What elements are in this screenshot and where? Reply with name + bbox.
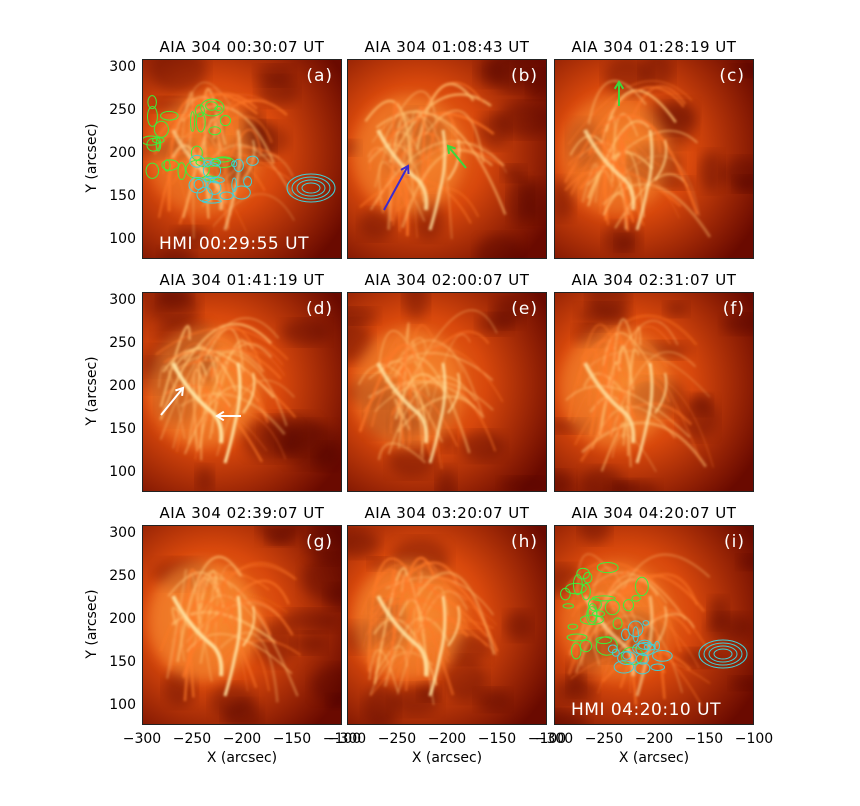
y-tick-label: 250 (109, 568, 136, 584)
y-tick-label: 150 (109, 188, 136, 204)
hmi-timestamp: HMI 00:29:55 UT (159, 234, 309, 254)
y-axis-label: Y (arcsec) (84, 356, 100, 426)
x-tick-label: −150 (684, 731, 724, 747)
panel-e: (e) (347, 292, 547, 492)
x-tick-label: −200 (427, 731, 467, 747)
y-tick-label: 150 (109, 421, 136, 437)
y-tick-label: 300 (109, 59, 136, 75)
x-tick-label: −300 (122, 731, 162, 747)
x-tick-label: −300 (327, 731, 367, 747)
euv-image (143, 526, 341, 724)
panel-f: (f) (554, 292, 754, 492)
x-tick-label: −100 (527, 731, 567, 747)
hmi-timestamp: HMI 04:20:10 UT (571, 700, 721, 720)
euv-image (555, 293, 753, 491)
x-tick-label: −150 (272, 731, 312, 747)
y-tick-label: 250 (109, 102, 136, 118)
euv-image (348, 526, 546, 724)
panel-letter: (a) (306, 66, 333, 86)
x-axis-label: X (arcsec) (206, 750, 278, 766)
panel-letter: (i) (724, 532, 745, 552)
euv-image (555, 526, 753, 724)
panel-title: AIA 304 01:08:43 UT (364, 38, 530, 56)
panel-d: (d) (142, 292, 342, 492)
x-tick-label: −250 (172, 731, 212, 747)
panel-title: AIA 304 00:30:07 UT (159, 38, 325, 56)
panel-letter: (c) (719, 66, 745, 86)
x-tick-label: −150 (477, 731, 517, 747)
y-axis-label: Y (arcsec) (84, 589, 100, 659)
x-axis-label: X (arcsec) (411, 750, 483, 766)
panel-letter: (h) (510, 532, 538, 552)
y-axis-label: Y (arcsec) (84, 123, 100, 193)
panel-i: (i) HMI 04:20:10 UT (554, 525, 754, 725)
x-tick-label: −100 (322, 731, 362, 747)
euv-image (348, 293, 546, 491)
panel-h: (h) (347, 525, 547, 725)
y-tick-label: 100 (109, 464, 136, 480)
panel-title: AIA 304 04:20:07 UT (571, 504, 737, 522)
panel-title: AIA 304 01:41:19 UT (159, 271, 325, 289)
y-tick-label: 300 (109, 525, 136, 541)
x-tick-label: −250 (584, 731, 624, 747)
y-tick-label: 100 (109, 231, 136, 247)
euv-image (143, 60, 341, 258)
euv-image (555, 60, 753, 258)
euv-image (143, 293, 341, 491)
panel-g: (g) (142, 525, 342, 725)
y-tick-label: 100 (109, 697, 136, 713)
panel-letter: (g) (305, 532, 333, 552)
x-tick-label: −200 (634, 731, 674, 747)
panel-title: AIA 304 02:00:07 UT (364, 271, 530, 289)
panel-letter: (f) (722, 299, 745, 319)
y-tick-label: 150 (109, 654, 136, 670)
euv-image (348, 60, 546, 258)
panel-letter: (b) (510, 66, 538, 86)
y-tick-label: 200 (109, 611, 136, 627)
y-tick-label: 200 (109, 145, 136, 161)
x-tick-label: −200 (222, 731, 262, 747)
panel-letter: (d) (305, 299, 333, 319)
panel-c: (c) (554, 59, 754, 259)
panel-letter: (e) (511, 299, 538, 319)
x-tick-label: −250 (377, 731, 417, 747)
x-tick-label: −100 (734, 731, 774, 747)
x-axis-label: X (arcsec) (618, 750, 690, 766)
panel-title: AIA 304 02:31:07 UT (571, 271, 737, 289)
panel-title: AIA 304 03:20:07 UT (364, 504, 530, 522)
x-tick-label: −300 (534, 731, 574, 747)
y-tick-label: 250 (109, 335, 136, 351)
panel-b: (b) (347, 59, 547, 259)
panel-a: (a) HMI 00:29:55 UT (142, 59, 342, 259)
y-tick-label: 300 (109, 292, 136, 308)
panel-title: AIA 304 01:28:19 UT (571, 38, 737, 56)
panel-title: AIA 304 02:39:07 UT (159, 504, 325, 522)
y-tick-label: 200 (109, 378, 136, 394)
